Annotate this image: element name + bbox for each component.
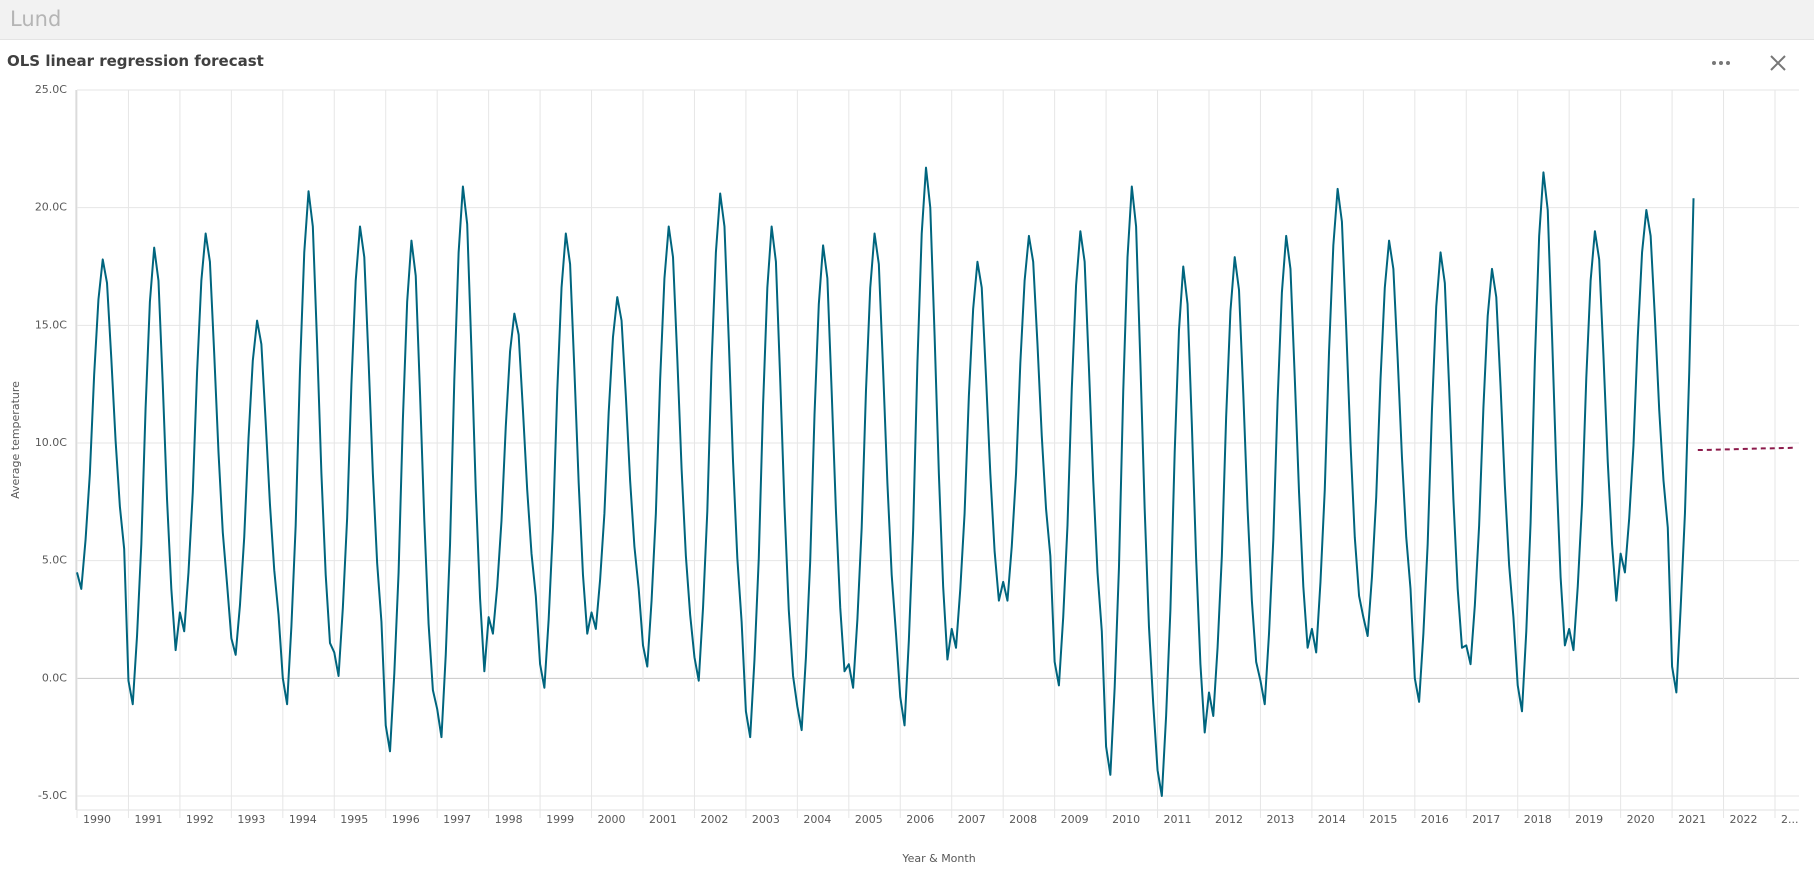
x-tick-label: 2020 [1627,813,1655,826]
x-tick-label: 2... [1781,813,1799,826]
x-tick-label: 1992 [186,813,214,826]
x-tick-label: 2021 [1678,813,1706,826]
sheet-title: Lund [10,7,62,31]
y-tick-label: 10.0C [35,436,67,449]
y-tick-label: 15.0C [35,318,67,331]
more-button[interactable] [1706,50,1736,76]
series-line [1697,446,1797,452]
x-tick-label: 2015 [1369,813,1397,826]
x-tick-label: 1993 [237,813,265,826]
x-tick-label: 1994 [289,813,317,826]
close-button[interactable] [1763,50,1793,76]
x-tick-label: 2018 [1524,813,1552,826]
series-line [76,166,1695,797]
x-tick-label: 2022 [1730,813,1758,826]
x-tick-label: 2000 [598,813,626,826]
x-tick-label: 1990 [83,813,111,826]
x-tick-label: 2013 [1266,813,1294,826]
y-tick-label: -5.0C [38,789,67,802]
x-tick-label: 1999 [546,813,574,826]
x-tick-label: 2009 [1061,813,1089,826]
panel-title: OLS linear regression forecast [7,52,264,70]
y-tick-label: 0.0C [42,671,67,684]
x-tick-label: 2007 [958,813,986,826]
x-tick-label: 2014 [1318,813,1346,826]
x-tick-label: 2017 [1472,813,1500,826]
top-bar: Lund [0,0,1814,40]
y-tick-label: 25.0C [35,83,67,96]
x-tick-label: 1998 [495,813,523,826]
x-tick-label: 2019 [1575,813,1603,826]
x-tick-label: 2008 [1009,813,1037,826]
x-tick-label: 2010 [1112,813,1140,826]
x-tick-label: 2006 [906,813,934,826]
x-tick-label: 2001 [649,813,677,826]
y-axis-title: Average temperature [9,381,22,499]
x-tick-label: 2012 [1215,813,1243,826]
x-tick-label: 1995 [340,813,368,826]
x-tick-label: 2005 [855,813,883,826]
x-tick-label: 2003 [752,813,780,826]
y-tick-label: 20.0C [35,201,67,214]
x-tick-label: 2002 [700,813,728,826]
x-tick-label: 2016 [1421,813,1449,826]
x-tick-label: 1996 [392,813,420,826]
y-tick-label: 5.0C [42,554,67,567]
x-tick-label: 2004 [803,813,831,826]
x-tick-label: 1991 [134,813,162,826]
x-tick-label: 1997 [443,813,471,826]
x-axis-title: Year & Month [901,852,975,865]
x-tick-label: 2011 [1164,813,1192,826]
